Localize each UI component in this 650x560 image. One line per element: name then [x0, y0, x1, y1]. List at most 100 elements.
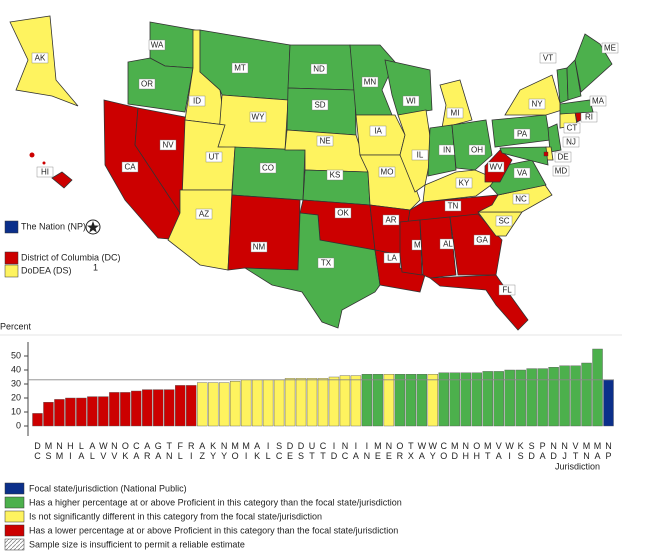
legend-swatch	[4, 482, 25, 495]
state	[499, 146, 549, 166]
state-label-box	[513, 167, 531, 179]
state-label-box	[473, 234, 491, 246]
state-label-box	[205, 151, 223, 163]
state-label-box	[326, 169, 344, 181]
legend-swatch	[4, 496, 25, 509]
state-label-box	[188, 95, 206, 107]
state-label: IA	[374, 127, 382, 136]
y-axis-label: Percent	[0, 321, 32, 331]
island	[42, 161, 46, 165]
state-label: FL	[502, 286, 512, 295]
state	[217, 94, 289, 151]
legend-swatch	[4, 524, 25, 537]
bar	[603, 379, 614, 427]
state-label-box	[444, 200, 462, 212]
state-label-box	[249, 111, 267, 123]
state-label: WV	[490, 163, 504, 172]
bar	[449, 372, 460, 427]
state-label: AR	[385, 216, 396, 225]
state-label: NY	[531, 100, 543, 109]
state-label: LA	[387, 254, 397, 263]
state	[547, 123, 562, 153]
y-tick-label: 50	[11, 350, 21, 360]
state-label: AZ	[199, 210, 209, 219]
state-label-box	[250, 241, 268, 253]
state-label-box	[311, 99, 329, 111]
state-label: PA	[517, 130, 528, 139]
state-label: GA	[476, 236, 488, 245]
bar	[98, 396, 109, 427]
bar	[43, 402, 54, 427]
bar	[427, 374, 439, 427]
state-label-box	[195, 208, 213, 220]
bar	[284, 378, 296, 427]
bar	[548, 367, 559, 427]
bar	[120, 392, 131, 427]
state-label: NV	[162, 141, 174, 150]
state	[419, 216, 457, 279]
state-label: WY	[252, 113, 266, 122]
state-label: ID	[193, 97, 201, 106]
footnote-marker: 1	[93, 262, 98, 272]
state	[286, 87, 357, 136]
state	[231, 146, 306, 201]
state-label: TX	[321, 259, 332, 268]
bar	[76, 397, 87, 427]
state-label: TN	[448, 202, 459, 211]
state-label: UT	[209, 153, 220, 162]
legend-label: Has a lower percentage at or above Profi…	[29, 525, 398, 535]
state-label-box	[487, 161, 505, 173]
state-label: KY	[459, 179, 470, 188]
state-label-box	[552, 165, 570, 177]
map-legend-swatch	[4, 264, 19, 278]
bar	[537, 368, 548, 427]
star-icon	[87, 221, 99, 233]
state	[399, 219, 423, 276]
state-label-box	[121, 161, 139, 173]
bar	[383, 374, 395, 427]
legend-swatch	[4, 510, 25, 523]
state-label: CT	[567, 124, 578, 133]
state-label-box	[455, 177, 473, 189]
y-tick-label: 20	[11, 392, 21, 402]
legend-swatch	[4, 538, 25, 551]
state-label: MI	[451, 109, 460, 118]
state-label: AL	[443, 240, 453, 249]
state-label-box	[31, 52, 49, 64]
bar	[186, 385, 197, 427]
state-label-box	[446, 107, 464, 119]
state-label-box	[411, 149, 429, 161]
bar	[229, 381, 241, 427]
state-label-box	[317, 257, 335, 269]
state-label: NJ	[566, 138, 576, 147]
state-label: HI	[41, 168, 49, 177]
bar	[581, 362, 592, 427]
state	[384, 59, 433, 116]
state	[504, 74, 563, 116]
state-label: DE	[557, 153, 568, 162]
state-label-box	[369, 125, 387, 137]
state-label-box	[554, 151, 572, 163]
state	[243, 212, 381, 329]
state-label: MO	[381, 168, 394, 177]
bar	[295, 378, 307, 427]
